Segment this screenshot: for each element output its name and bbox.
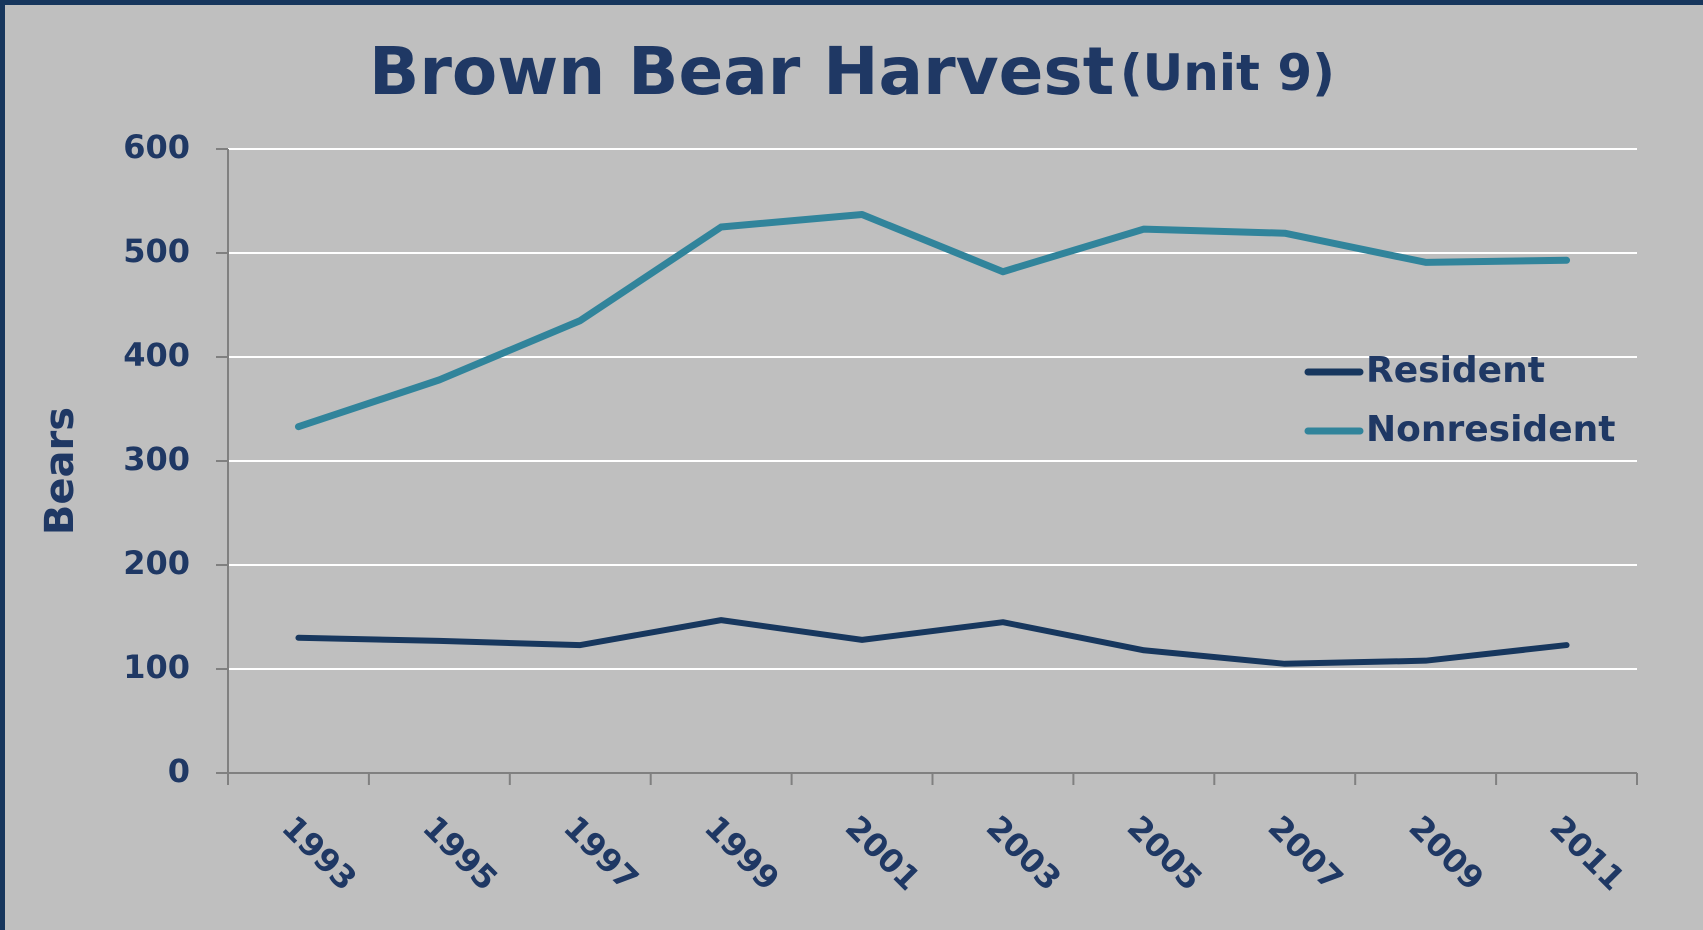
y-axis-label: Bears — [37, 407, 83, 535]
y-tick-label: 300 — [123, 440, 190, 478]
y-tick-label: 400 — [123, 336, 190, 374]
y-tick-label: 200 — [123, 544, 190, 582]
y-tick-label: 0 — [168, 752, 190, 790]
top-border — [0, 0, 1703, 5]
legend-label: Nonresident — [1366, 409, 1615, 450]
chart-subtitle: (Unit 9) — [1120, 44, 1335, 102]
y-tick-label: 600 — [123, 128, 190, 166]
line-series — [294, 211, 1571, 431]
y-tick-label: 100 — [123, 648, 190, 686]
left-border — [0, 0, 5, 930]
line-series — [295, 617, 1570, 667]
y-tick-label: 500 — [123, 232, 190, 270]
chart-title: Brown Bear Harvest — [369, 33, 1114, 110]
legend-label: Resident — [1366, 350, 1545, 391]
title-line: Brown Bear Harvest (Unit 9) — [369, 33, 1335, 110]
